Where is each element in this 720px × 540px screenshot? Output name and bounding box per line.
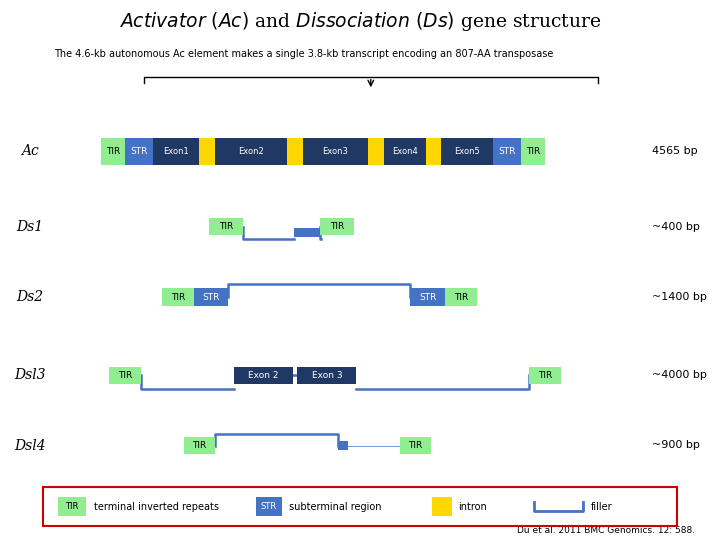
Text: Exon2: Exon2 [238, 147, 264, 156]
Bar [320, 218, 354, 235]
Text: Ds1: Ds1 [17, 220, 44, 234]
Text: intron: intron [458, 502, 487, 511]
Text: ~4000 bp: ~4000 bp [652, 370, 706, 380]
Text: Ac: Ac [22, 144, 39, 158]
Text: STR: STR [498, 147, 516, 156]
Text: subterminal region: subterminal region [289, 502, 381, 511]
Text: Dsl4: Dsl4 [14, 438, 46, 453]
Bar [125, 138, 153, 165]
Bar [338, 441, 348, 450]
Text: ~400 bp: ~400 bp [652, 222, 699, 232]
Text: STR: STR [202, 293, 220, 301]
Text: TIR: TIR [118, 371, 132, 380]
Bar [199, 138, 215, 165]
Text: TIR: TIR [408, 441, 423, 450]
Text: TIR: TIR [192, 441, 207, 450]
Text: Exon4: Exon4 [392, 147, 418, 156]
Bar [426, 138, 441, 165]
Bar [184, 437, 215, 454]
Bar [410, 288, 445, 306]
Text: TIR: TIR [538, 371, 552, 380]
Text: 4565 bp: 4565 bp [652, 146, 697, 156]
Bar [445, 288, 477, 306]
Text: Ds2: Ds2 [17, 290, 44, 304]
Text: Exon3: Exon3 [323, 147, 348, 156]
Bar [493, 138, 521, 165]
Bar [43, 487, 677, 526]
Bar [209, 218, 243, 235]
Text: Dsl3: Dsl3 [14, 368, 46, 382]
Bar [287, 138, 303, 165]
Text: terminal inverted repeats: terminal inverted repeats [94, 502, 219, 511]
Text: TIR: TIR [66, 502, 78, 511]
Bar [256, 497, 282, 516]
Bar [109, 367, 141, 384]
Bar [297, 367, 356, 384]
Text: Exon1: Exon1 [163, 147, 189, 156]
Bar [153, 138, 199, 165]
Text: STR: STR [419, 293, 436, 301]
Text: TIR: TIR [454, 293, 468, 301]
Text: Du et al. 2011 BMC Genomics. 12: 588.: Du et al. 2011 BMC Genomics. 12: 588. [517, 526, 695, 535]
Bar [432, 497, 452, 516]
Bar [234, 367, 293, 384]
Bar [294, 228, 321, 238]
Bar [303, 138, 368, 165]
Text: STR: STR [130, 147, 148, 156]
Text: Exon5: Exon5 [454, 147, 480, 156]
Bar [384, 138, 426, 165]
Text: TIR: TIR [526, 147, 540, 156]
Bar [400, 437, 431, 454]
Bar [162, 288, 194, 306]
Text: ~900 bp: ~900 bp [652, 441, 699, 450]
Text: TIR: TIR [219, 222, 233, 231]
Text: The 4.6-kb autonomous Ac element makes a single 3.8-kb transcript encoding an 80: The 4.6-kb autonomous Ac element makes a… [54, 49, 554, 59]
Text: STR: STR [261, 502, 276, 511]
Bar [58, 497, 86, 516]
Text: TIR: TIR [106, 147, 120, 156]
Text: filler: filler [590, 502, 612, 511]
Text: ~1400 bp: ~1400 bp [652, 292, 706, 302]
Bar [441, 138, 493, 165]
Bar [529, 367, 561, 384]
Text: $\it{Activator}$ $\it{(Ac)}$ and $\it{Dissociation}$ $\it{(Ds)}$ gene structure: $\it{Activator}$ $\it{(Ac)}$ and $\it{Di… [119, 10, 601, 33]
Bar [368, 138, 384, 165]
Text: TIR: TIR [330, 222, 344, 231]
Bar [101, 138, 125, 165]
Text: Exon 3: Exon 3 [312, 371, 342, 380]
Text: Exon 2: Exon 2 [248, 371, 279, 380]
Bar [521, 138, 545, 165]
Text: TIR: TIR [171, 293, 185, 301]
Bar [215, 138, 287, 165]
Bar [194, 288, 228, 306]
